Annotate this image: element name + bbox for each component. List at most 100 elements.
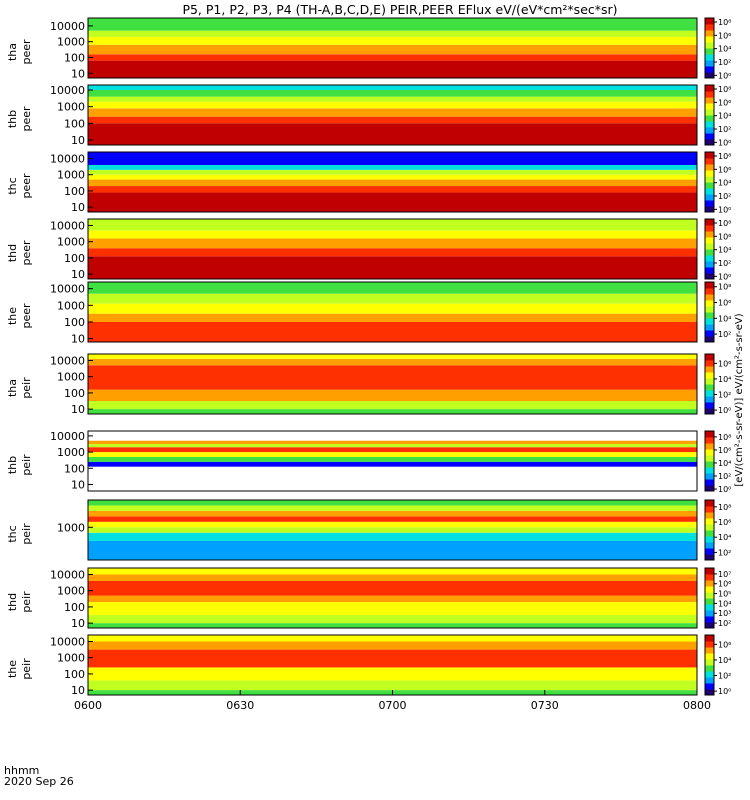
flux-band-0 <box>88 623 697 628</box>
y-tick-label: 10 <box>71 617 85 630</box>
colorbar-swatch <box>705 671 714 678</box>
colorbar-swatch <box>705 30 714 37</box>
colorbar-swatch <box>705 188 714 195</box>
colorbar-swatch <box>705 36 714 43</box>
flux-band-5 <box>88 18 697 31</box>
y-tick-label: 1000 <box>57 299 85 312</box>
flux-band-5 <box>88 635 697 642</box>
colorbar-swatch <box>705 243 714 250</box>
colorbar: 10⁸ 10⁶ 10⁴ 10² 10⁰ <box>704 430 731 494</box>
colorbar-tick-label: 10⁸ <box>718 283 731 292</box>
y-tick-label: 100 <box>64 51 85 64</box>
panel-frame <box>87 218 698 280</box>
flux-band-5 <box>88 510 697 517</box>
colorbar-swatch <box>705 647 714 654</box>
colorbar-swatch <box>705 42 714 49</box>
flux-band-2 <box>88 667 697 681</box>
colorbar-swatch <box>705 54 714 61</box>
colorbar-swatch <box>705 182 714 189</box>
y-tick-label: 10 <box>71 201 85 214</box>
y-tick-label: 100 <box>64 117 85 130</box>
product-label: peir <box>20 591 33 613</box>
y-tick-label: 10000 <box>50 354 85 367</box>
flux-band-1 <box>88 248 697 257</box>
colorbar-swatch <box>705 467 714 474</box>
colorbar-swatch <box>705 506 714 513</box>
flux-band-4 <box>88 358 697 366</box>
flux-band-3 <box>88 649 697 668</box>
colorbar-swatch <box>705 408 714 415</box>
colorbar-tick-label: 10⁸ <box>718 219 731 228</box>
y-tick-label: 10000 <box>50 152 85 165</box>
y-tick-label: 1000 <box>57 521 85 534</box>
y-tick-label: 10000 <box>50 635 85 648</box>
colorbar-tick-label: 10⁰ <box>718 205 731 214</box>
colorbar-swatch <box>705 610 714 617</box>
colorbar-swatch <box>705 48 714 55</box>
x-tick-label: 0800 <box>683 699 711 712</box>
flux-band-3 <box>88 595 697 603</box>
colorbar-tick-label: 10² <box>718 619 731 628</box>
colorbar-swatch <box>705 548 714 555</box>
y-tick-label: 100 <box>64 387 85 400</box>
chart-title: P5, P1, P2, P3, P4 (TH-A,B,C,D,E) PEIR,P… <box>182 2 617 17</box>
flux-band-4 <box>88 516 697 522</box>
flux-band-7 <box>88 500 697 506</box>
panel-thb-peer: 10 100 1000 10000 thb peer 10⁸ 10⁶ 10⁴ 10² 10⁰ <box>6 84 731 147</box>
colorbar-swatch <box>705 103 714 110</box>
colorbar-swatch <box>705 473 714 480</box>
x-tick-label: 0630 <box>226 699 254 712</box>
flux-band-2 <box>88 179 697 187</box>
colorbar-swatch <box>705 273 714 280</box>
y-tick-label: 1000 <box>57 36 85 49</box>
colorbar-tick-label: 10² <box>718 391 731 400</box>
product-label: peer <box>20 303 33 329</box>
colorbar-tick-label: 10⁴ <box>718 459 731 468</box>
flux-band-1 <box>88 116 697 124</box>
y-tick-label: 10000 <box>50 20 85 33</box>
colorbar-frame <box>704 499 715 561</box>
colorbar-swatch <box>705 402 714 409</box>
panel-the-peer: 10 100 1000 10000 the peer 10⁸ 10⁶ 10⁴ 10² <box>6 281 731 346</box>
probe-label: thb <box>6 456 19 474</box>
colorbar-swatch <box>705 455 714 462</box>
product-label: peer <box>20 39 33 65</box>
colorbar-frame <box>704 430 715 492</box>
colorbar-swatch <box>705 586 714 593</box>
colorbar-swatch <box>705 85 714 92</box>
flux-band-5 <box>88 164 697 170</box>
colorbar-tick-label: 10⁶ <box>718 165 731 174</box>
colorbar-frame <box>704 567 715 629</box>
colorbar-tick-label: 10² <box>718 58 731 67</box>
panel-thc-peer: 10 100 1000 10000 thc peer 10⁸ 10⁶ 10⁴ 10² 10⁰ <box>6 151 731 214</box>
colorbar-swatch <box>705 396 714 403</box>
colorbar-tick-label: 10² <box>718 259 731 268</box>
colorbar-swatch <box>705 542 714 549</box>
flux-band-1 <box>88 186 697 193</box>
flux-band-0 <box>88 60 697 78</box>
colorbar-swatch <box>705 66 714 73</box>
colorbar-swatch <box>705 372 714 379</box>
colorbar-tick-label: 10² <box>718 548 731 557</box>
probe-label: thb <box>6 110 19 128</box>
colorbar-tick-label: 10³ <box>718 609 731 618</box>
y-tick-label: 10000 <box>50 84 85 97</box>
colorbar-swatch <box>705 524 714 531</box>
colorbar-swatch <box>705 518 714 525</box>
colorbar-swatch <box>705 261 714 268</box>
x-tick-label: 0700 <box>379 699 407 712</box>
colorbar-swatch <box>705 200 714 207</box>
colorbar-tick-label: 10² <box>718 330 731 339</box>
y-tick-label: 100 <box>64 185 85 198</box>
colorbar-tick-label: 10⁴ <box>718 314 731 323</box>
colorbar-swatch <box>705 665 714 672</box>
colorbar-swatch <box>705 18 714 25</box>
probe-label: the <box>6 307 19 325</box>
colorbar-frame <box>704 634 715 696</box>
y-tick-label: 1000 <box>57 169 85 182</box>
colorbar-swatch <box>705 354 714 361</box>
colorbar-swatch <box>705 574 714 581</box>
colorbar-swatch <box>705 133 714 140</box>
product-label: peir <box>20 454 33 476</box>
